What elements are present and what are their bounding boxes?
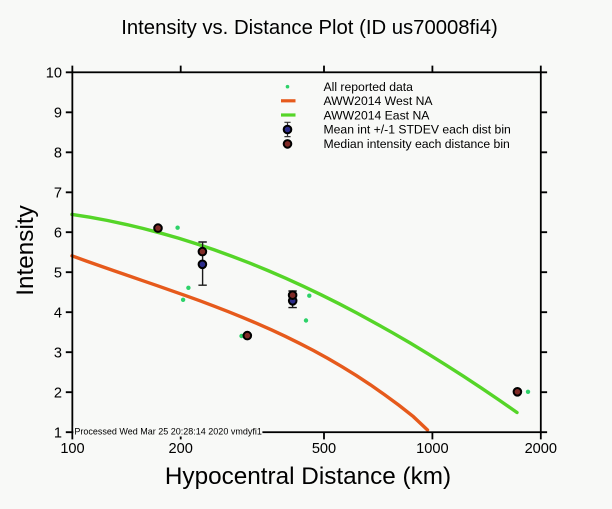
- svg-text:1: 1: [54, 425, 62, 441]
- svg-text:8: 8: [54, 146, 62, 162]
- svg-text:2000: 2000: [525, 441, 557, 457]
- svg-text:Processed Wed Mar 25 20:28:14: Processed Wed Mar 25 20:28:14 2020 vmdyf…: [74, 426, 261, 436]
- svg-text:100: 100: [60, 441, 84, 457]
- svg-text:All reported data: All reported data: [324, 80, 414, 94]
- svg-text:Median intensity each distance: Median intensity each distance bin: [324, 137, 510, 151]
- svg-text:7: 7: [54, 186, 62, 202]
- svg-text:6: 6: [54, 225, 62, 241]
- svg-text:2: 2: [54, 385, 62, 401]
- svg-text:Intensity: Intensity: [12, 204, 39, 295]
- svg-text:10: 10: [46, 66, 62, 82]
- svg-text:Mean int +/-1 STDEV each dist: Mean int +/-1 STDEV each dist bin: [324, 123, 511, 137]
- svg-text:5: 5: [54, 265, 62, 281]
- svg-text:3: 3: [54, 345, 62, 361]
- svg-text:4: 4: [54, 305, 62, 321]
- svg-text:500: 500: [312, 441, 336, 457]
- svg-text:AWW2014 East NA: AWW2014 East NA: [324, 108, 431, 122]
- svg-text:1000: 1000: [416, 441, 448, 457]
- svg-text:Hypocentral Distance (km): Hypocentral Distance (km): [165, 463, 451, 490]
- svg-text:200: 200: [169, 441, 193, 457]
- svg-text:AWW2014 West NA: AWW2014 West NA: [324, 94, 434, 108]
- svg-text:Intensity vs. Distance Plot (I: Intensity vs. Distance Plot (ID us70008f…: [121, 17, 498, 39]
- svg-text:9: 9: [54, 106, 62, 122]
